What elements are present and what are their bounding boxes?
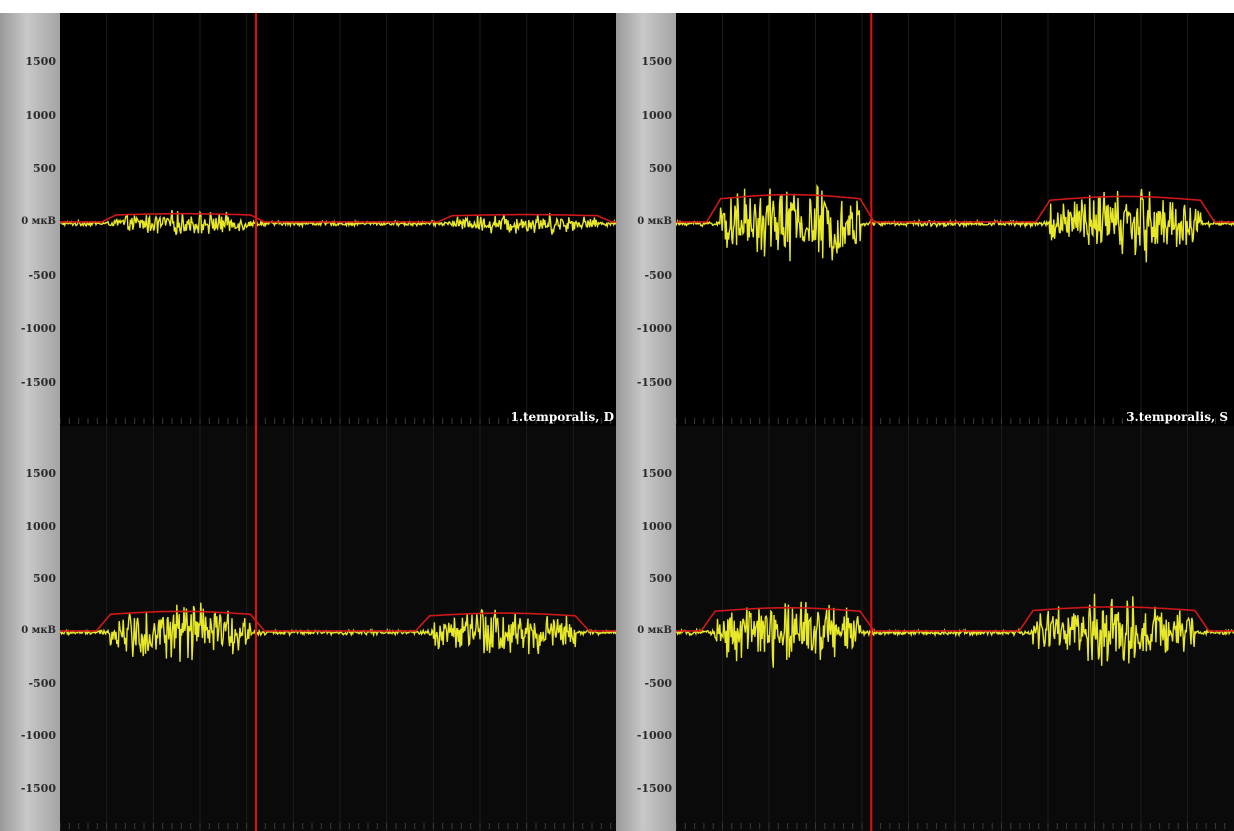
- y-tick-label: -1000: [20, 322, 56, 336]
- y-tick-label: -500: [28, 676, 56, 690]
- envelope-line: [60, 212, 620, 223]
- emg-chart: [676, 426, 1234, 831]
- envelope-line: [676, 193, 1234, 223]
- y-tick-label: 0 мкВ: [21, 624, 56, 636]
- y-tick-label: 500: [33, 162, 56, 176]
- emg-panel-bottom-left: 1500 1000 500 0 мкВ -500 -1000 -1500: [0, 426, 620, 831]
- emg-signal-line: [60, 209, 620, 236]
- y-tick-label: 1500: [25, 55, 56, 69]
- y-tick-label: -1500: [20, 781, 56, 795]
- y-tick-label: 0 мкВ: [21, 215, 56, 227]
- y-tick-label: 500: [33, 572, 56, 586]
- y-axis: 1500 1000 500 0 мкВ -500 -1000 -1500: [0, 13, 60, 426]
- channel-label: 1.temporalis, D: [510, 410, 614, 424]
- envelope-line: [676, 606, 1234, 632]
- emg-signal-line: [676, 183, 1234, 263]
- emg-panel-top-right: 1500 1000 500 0 мкВ -500 -1000 -1500 3.tempora…: [616, 13, 1234, 426]
- y-tick-label: 1500: [641, 467, 672, 481]
- emg-panel-top-left: 1500 1000 500 0 мкВ -500 -1000 -1500 1.tempora…: [0, 13, 620, 426]
- y-tick-label: -1000: [636, 322, 672, 336]
- y-tick-label: -1500: [636, 781, 672, 795]
- channel-label: 3.temporalis, S: [1126, 410, 1228, 424]
- y-tick-label: -1500: [636, 375, 672, 389]
- y-tick-label: 500: [649, 162, 672, 176]
- y-axis: 1500 1000 500 0 мкВ -500 -1000 -1500: [616, 13, 676, 426]
- emg-chart: [60, 13, 620, 426]
- y-tick-label: -1500: [20, 375, 56, 389]
- plot-area: [676, 426, 1234, 831]
- y-tick-label: -1000: [636, 729, 672, 743]
- y-tick-label: 1000: [641, 108, 672, 122]
- y-tick-label: -500: [644, 268, 672, 282]
- plot-area: 3.temporalis, S: [676, 13, 1234, 426]
- emg-signal-line: [60, 602, 620, 662]
- emg-chart: [676, 13, 1234, 426]
- y-tick-label: -1000: [20, 729, 56, 743]
- y-tick-label: -500: [644, 676, 672, 690]
- plot-area: [60, 426, 620, 831]
- emg-chart: [60, 426, 620, 831]
- y-tick-label: 0 мкВ: [637, 624, 672, 636]
- y-tick-label: 1000: [25, 108, 56, 122]
- emg-panel-bottom-right: 1500 1000 500 0 мкВ -500 -1000 -1500: [616, 426, 1234, 831]
- y-tick-label: 1500: [641, 55, 672, 69]
- envelope-line: [60, 610, 620, 632]
- y-tick-label: 0 мкВ: [637, 215, 672, 227]
- emg-signal-line: [676, 593, 1234, 668]
- y-tick-label: 1000: [25, 519, 56, 533]
- y-tick-label: -500: [28, 268, 56, 282]
- y-axis: 1500 1000 500 0 мкВ -500 -1000 -1500: [616, 426, 676, 831]
- plot-area: 1.temporalis, D: [60, 13, 620, 426]
- y-tick-label: 500: [649, 572, 672, 586]
- y-tick-label: 1000: [641, 519, 672, 533]
- y-tick-label: 1500: [25, 467, 56, 481]
- y-axis: 1500 1000 500 0 мкВ -500 -1000 -1500: [0, 426, 60, 831]
